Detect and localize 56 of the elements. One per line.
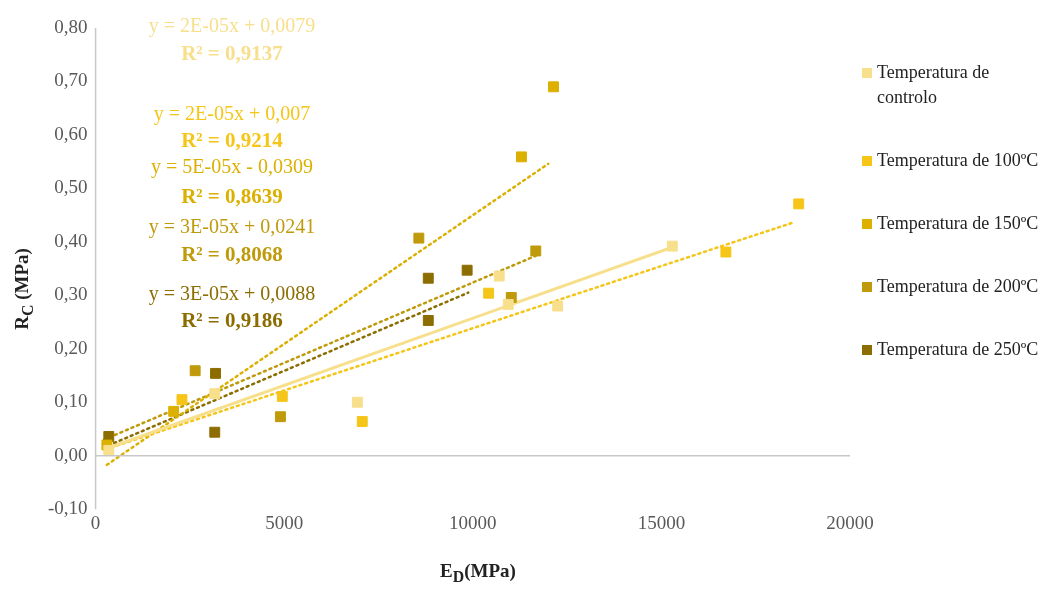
annotation: y = 2E-05x + 0,0079	[148, 14, 316, 38]
point	[351, 396, 363, 408]
point	[274, 411, 286, 423]
legend-label: Temperatura de 100ºC	[877, 149, 1039, 172]
annotation: y = 2E-05x + 0,007	[153, 102, 311, 126]
point	[548, 81, 559, 93]
point	[530, 245, 542, 257]
point	[516, 151, 527, 163]
annotation: R² = 0,9214	[181, 128, 284, 153]
point	[209, 426, 221, 438]
legend-label: Temperatura de 150ºC	[877, 212, 1039, 235]
point	[422, 315, 434, 326]
y-tick-label: 0,10	[54, 390, 88, 412]
annotation: R² = 0,8639	[181, 184, 283, 209]
point	[209, 388, 221, 400]
x-tick-label: 20000	[826, 511, 874, 533]
point	[189, 365, 201, 377]
point	[793, 198, 805, 210]
legend-label: Temperatura de 200ºC	[877, 275, 1039, 298]
point	[276, 390, 288, 402]
point	[176, 394, 188, 406]
y-tick-label: 0,70	[54, 69, 88, 91]
point	[493, 270, 505, 282]
y-tick-label: 0,80	[54, 15, 88, 37]
legend-label: Temperatura de 250ºC	[877, 338, 1039, 361]
annotation: y = 3E-05x + 0,0088	[148, 282, 316, 306]
y-tick-label: 0,30	[54, 283, 88, 305]
x-tick-label: 0	[90, 511, 101, 533]
point	[552, 300, 564, 312]
annotation: R² = 0,9186	[181, 308, 283, 333]
annotation: R² = 0,9137	[181, 41, 283, 66]
point	[210, 367, 221, 379]
y-tick-label: 0,20	[54, 336, 88, 358]
annotation: R² = 0,8068	[181, 242, 283, 267]
y-tick-label: -0,10	[48, 497, 88, 519]
x-tick-label: 10000	[449, 511, 497, 533]
x-tick-label: 15000	[637, 511, 686, 533]
point	[103, 444, 115, 456]
y-tick-label: 0,60	[54, 122, 88, 144]
point	[502, 298, 514, 310]
point	[720, 246, 732, 258]
legend-label: Temperatura de controlo	[877, 61, 991, 109]
x-axis-title: E$_{D}$(MPa)	[440, 560, 516, 586]
point	[356, 416, 368, 427]
point	[483, 287, 495, 299]
point	[422, 272, 434, 284]
point	[666, 240, 678, 252]
point	[168, 405, 180, 417]
point	[413, 232, 425, 244]
y-tick-label: 0,00	[54, 443, 88, 465]
y-tick-label: 0,50	[54, 176, 88, 198]
annotation: y = 5E-05x - 0,0309	[151, 155, 313, 179]
x-tick-label: 5000	[265, 511, 304, 533]
point	[461, 264, 473, 276]
annotation: y = 3E-05x + 0,0241	[148, 215, 316, 239]
y-tick-label: 0,40	[54, 229, 88, 251]
